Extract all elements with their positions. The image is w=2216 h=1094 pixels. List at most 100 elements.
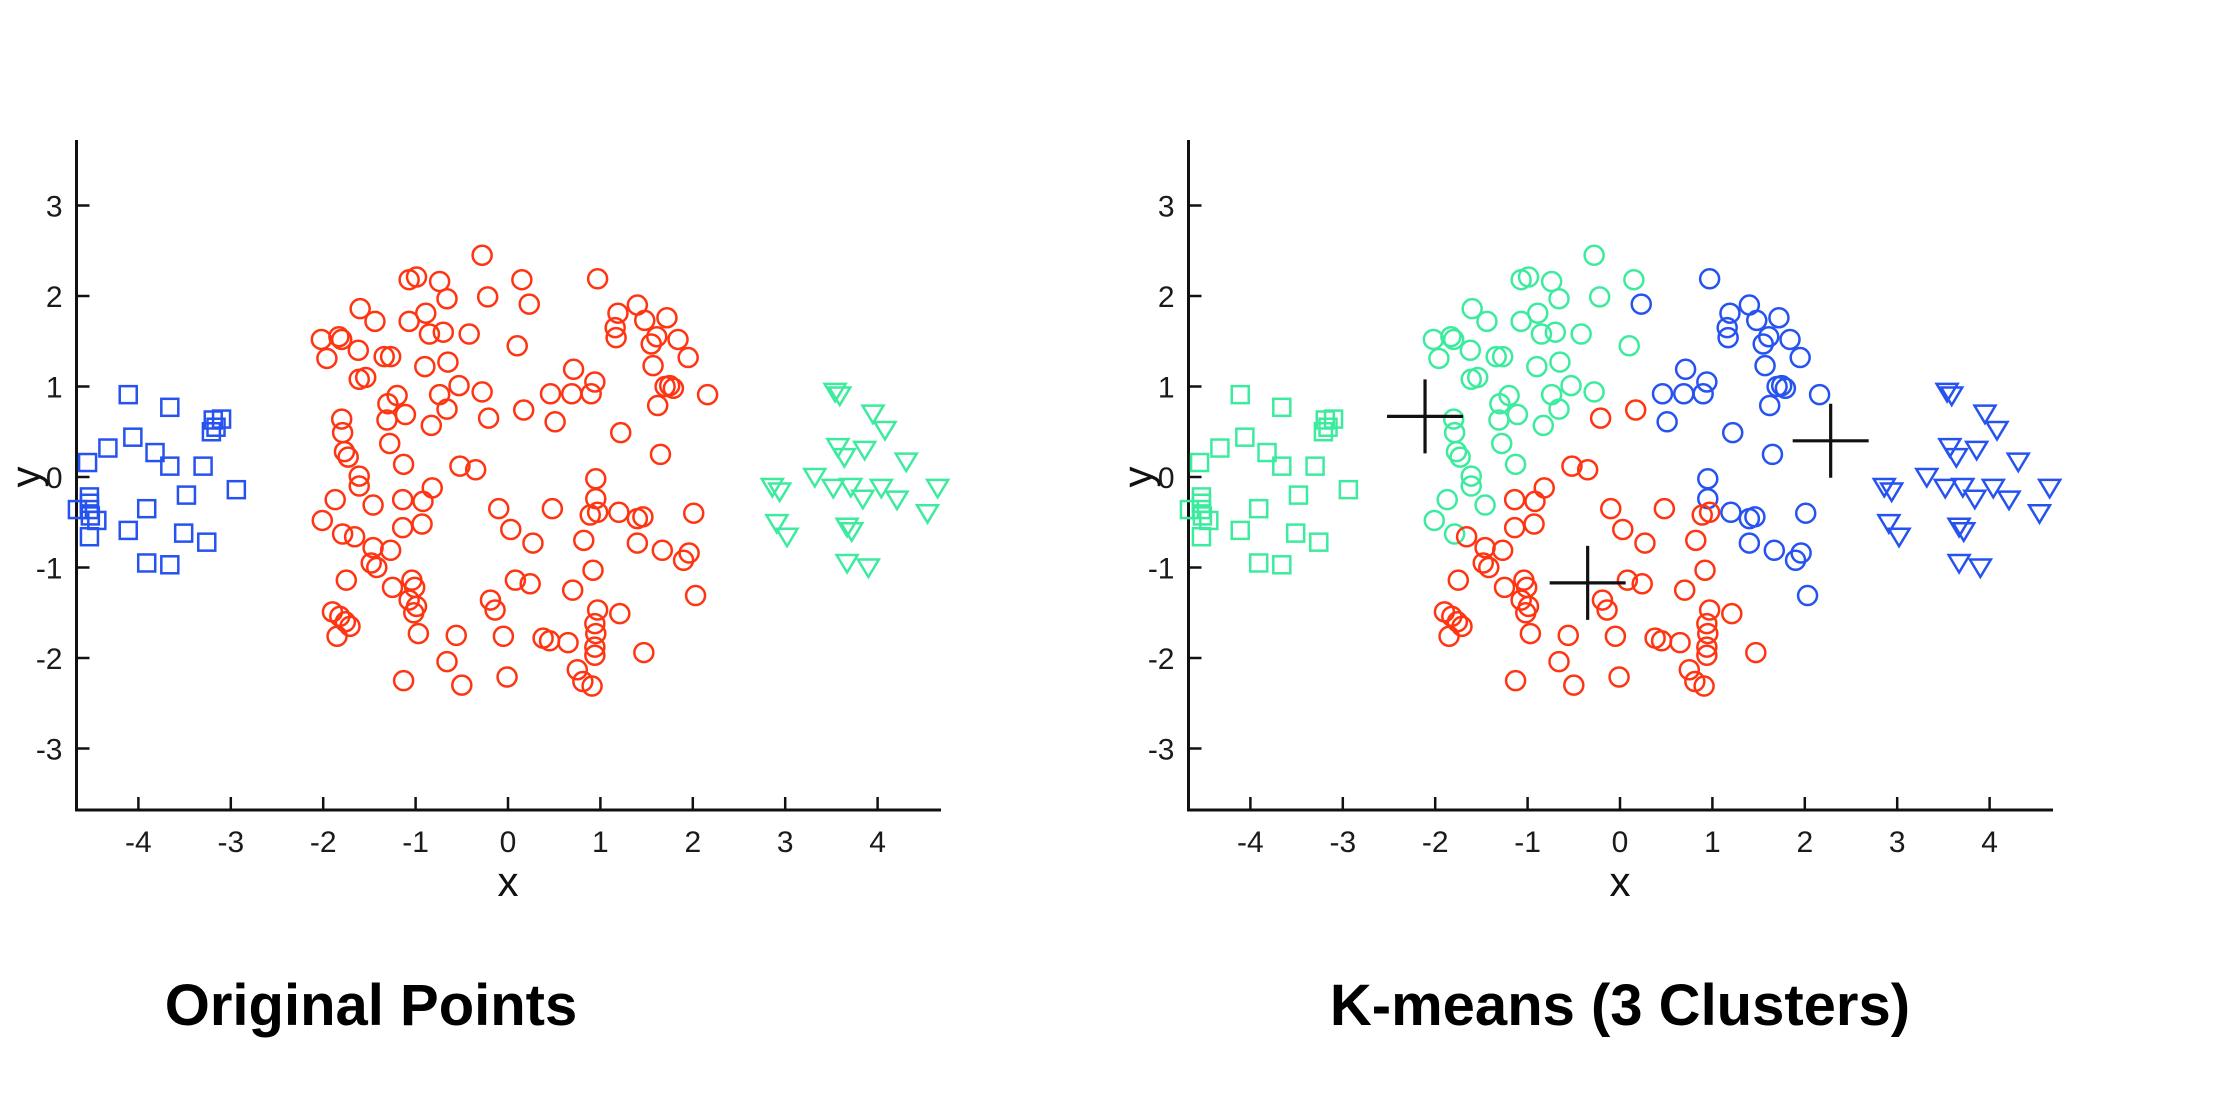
data-point-circle <box>1674 358 1697 381</box>
data-point-circle <box>632 506 654 528</box>
data-point-triangle <box>1946 517 1972 539</box>
data-point-circle <box>604 316 626 339</box>
data-point-square <box>197 532 217 552</box>
y-tick-label: 3 <box>46 191 63 224</box>
data-point-circle <box>392 453 415 476</box>
data-point-circle <box>333 440 356 463</box>
data-point-triangle <box>1876 513 1902 536</box>
data-point-circle <box>1623 268 1645 291</box>
data-point-circle <box>1504 453 1527 476</box>
data-point-circle <box>1523 513 1545 535</box>
data-point-circle <box>335 569 358 591</box>
data-point-square <box>67 499 88 520</box>
data-point-triangle <box>764 513 790 536</box>
data-point-square <box>1272 555 1292 575</box>
data-point-circle <box>582 559 604 581</box>
data-point-triangle <box>893 452 919 474</box>
data-point-circle <box>477 407 500 429</box>
data-point-circle <box>1459 339 1482 362</box>
data-point-circle <box>684 584 707 607</box>
data-point-circle <box>1716 316 1738 339</box>
data-point-square <box>226 479 247 500</box>
data-point-circle <box>1527 302 1549 324</box>
data-point-square <box>173 523 194 543</box>
data-point-circle <box>1442 408 1465 430</box>
data-point-circle <box>512 399 535 421</box>
data-point-circle <box>1438 625 1460 648</box>
data-point-circle <box>392 669 415 692</box>
data-point-triangle <box>802 467 828 489</box>
data-point-circle <box>1631 573 1653 595</box>
data-point-triangle <box>774 527 800 549</box>
axis-spines <box>75 140 941 812</box>
data-point-square <box>1288 485 1309 505</box>
data-point-circle <box>682 502 705 524</box>
y-tick-label: -1 <box>36 553 63 586</box>
data-point-circle <box>398 310 420 333</box>
kmeans-plot: -4 -3 -2 -1 0 1 2 3 4 -3 -2 -1 0 1 2 3 x y <box>1114 140 2063 905</box>
data-point-circle <box>1634 532 1656 554</box>
data-point-circle <box>364 310 386 333</box>
data-point-circle <box>609 602 631 625</box>
data-point-circle <box>1721 421 1744 444</box>
data-point-circle <box>500 518 522 541</box>
data-point-triangle <box>1972 404 1998 426</box>
data-point-circle <box>1443 421 1466 444</box>
data-point-circle <box>421 477 443 499</box>
data-point-circle <box>581 675 603 697</box>
data-point-circle <box>633 641 655 664</box>
data-point-square <box>1257 442 1277 463</box>
x-tick-label: 0 <box>1612 826 1629 859</box>
y-tick-label: 0 <box>46 462 63 495</box>
data-point-circle <box>1685 529 1707 552</box>
x-tick-label: 0 <box>500 826 517 859</box>
data-point-triangle <box>1962 489 1988 511</box>
data-point-circle <box>1526 355 1548 378</box>
data-point-circle <box>373 345 395 368</box>
data-point-circle <box>1583 381 1605 403</box>
data-point-circle <box>411 513 433 535</box>
axis-spines <box>1187 140 2053 812</box>
data-point-triangle <box>831 447 858 470</box>
data-point-circle <box>1560 374 1582 397</box>
data-point-square <box>160 397 180 418</box>
data-point-circle <box>609 421 632 444</box>
data-point-circle <box>538 630 561 652</box>
data-point-circle <box>391 516 414 539</box>
data-point-circle <box>1653 497 1676 520</box>
data-point-circle <box>1442 328 1465 351</box>
data-point-circle <box>1789 346 1811 369</box>
data-point-circle <box>1738 532 1761 554</box>
data-point-square <box>79 487 100 507</box>
data-point-triangle <box>834 553 860 575</box>
data-point-circle <box>348 465 370 487</box>
data-point-circle <box>378 432 401 455</box>
x-tick-label: -4 <box>1237 826 1264 859</box>
data-point-square <box>145 442 165 463</box>
y-tick-label: -3 <box>1148 734 1175 767</box>
data-point-circle <box>479 589 502 611</box>
data-point-square <box>1179 499 1200 520</box>
x-tick-label: 4 <box>869 826 886 859</box>
data-point-circle <box>1449 446 1471 468</box>
data-point-square <box>80 506 101 526</box>
data-point-circle <box>1461 297 1483 320</box>
data-point-circle <box>326 625 348 648</box>
data-point-circle <box>394 403 417 426</box>
data-point-triangle <box>1967 558 1994 580</box>
data-point-circle <box>1447 569 1470 591</box>
data-point-circle <box>1530 323 1553 345</box>
y-axis-label: y <box>2 467 49 488</box>
data-point-circle <box>522 532 544 554</box>
data-point-circle <box>626 532 649 554</box>
data-point-circle <box>1794 502 1817 524</box>
x-tick-label: -4 <box>125 826 152 859</box>
data-point-circle <box>432 321 455 343</box>
data-point-circle <box>354 366 377 389</box>
data-point-circle <box>1692 382 1714 405</box>
data-point-circle <box>1766 375 1788 398</box>
data-point-circle <box>1669 631 1691 654</box>
data-point-circle <box>331 421 354 444</box>
data-point-circle <box>1515 602 1537 624</box>
data-point-circle <box>696 383 719 406</box>
